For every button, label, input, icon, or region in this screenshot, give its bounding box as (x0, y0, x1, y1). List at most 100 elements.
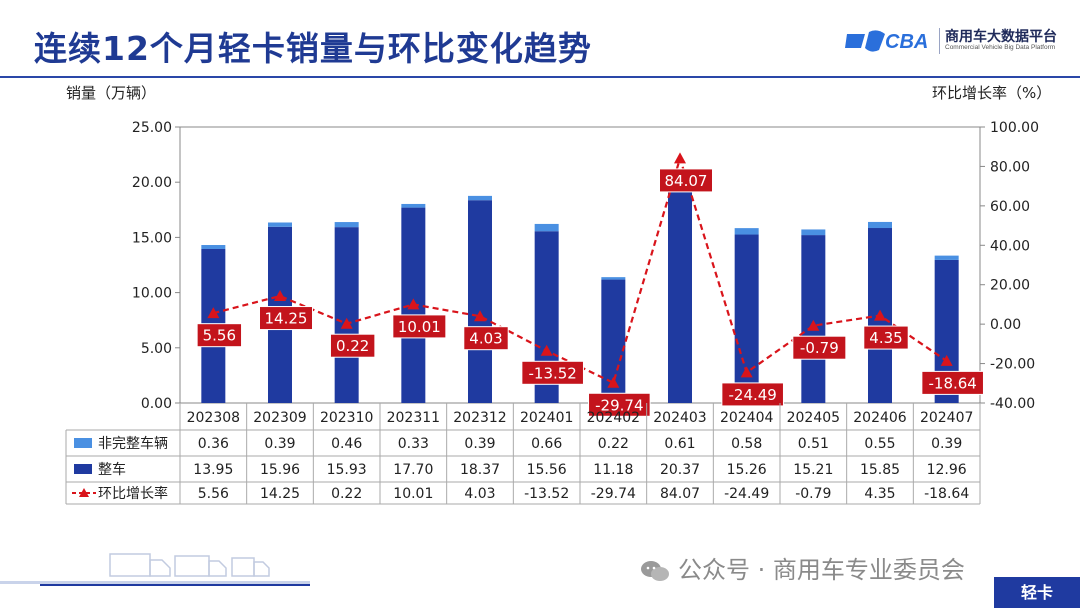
table-cell: 15.96 (260, 462, 300, 478)
x-tick-label: 202309 (253, 410, 306, 426)
growth-rate-point (740, 366, 753, 378)
table-cell: 0.22 (331, 486, 362, 502)
bar-zhengche (468, 200, 492, 403)
growth-rate-label: 0.22 (336, 337, 369, 355)
growth-rate-label: 10.01 (398, 318, 441, 336)
table-cell: 0.55 (864, 436, 895, 452)
y2-tick-label: 40.00 (990, 238, 1030, 254)
legend-series-name: 非完整车辆 (98, 435, 168, 452)
table-cell: 18.37 (460, 462, 500, 478)
watermark-text: 公众号 · 商用车专业委员会 (678, 556, 965, 584)
growth-rate-label: 4.03 (469, 330, 502, 348)
growth-rate-label-box (921, 370, 984, 395)
table-cell: 0.66 (531, 436, 562, 452)
table-cell: 0.22 (598, 436, 629, 452)
growth-rate-label: -18.64 (928, 374, 976, 392)
growth-rate-label-box (196, 323, 243, 348)
growth-rate-point (207, 307, 220, 319)
legend-series-name: 整车 (98, 461, 126, 478)
y-tick-label: 5.00 (141, 341, 172, 357)
table-cell: 0.39 (931, 436, 962, 452)
bar-feiwanzheng (801, 229, 826, 236)
y-tick-label: 10.00 (132, 286, 172, 302)
y-tick-label: 20.00 (132, 175, 172, 191)
growth-rate-label-box (659, 168, 713, 193)
table-cell: -13.52 (524, 486, 569, 502)
table-cell: 0.39 (464, 436, 495, 452)
growth-rate-label: 14.25 (265, 310, 308, 328)
growth-rate-point (474, 310, 486, 322)
page-title: 连续12个月轻卡销量与环比变化趋势 (34, 29, 592, 68)
growth-rate-label: 84.07 (665, 172, 708, 190)
bar-zhengche (668, 178, 692, 403)
table-cell: 11.18 (593, 462, 633, 478)
x-tick-label: 202404 (720, 410, 774, 426)
growth-rate-label: -0.79 (800, 339, 839, 357)
wechat-watermark: 公众号 · 商用车专业委员会 (640, 550, 965, 585)
x-tick-label: 202310 (320, 410, 373, 426)
growth-rate-label-box (521, 360, 584, 385)
table-cell: -24.49 (724, 486, 769, 502)
y2-tick-label: -20.00 (990, 357, 1035, 373)
bar-feiwanzheng (734, 228, 759, 235)
logo-text-en: Commercial Vehicle Big Data Platform (945, 44, 1056, 51)
x-tick-label: 202401 (520, 410, 573, 426)
bar-feiwanzheng (868, 221, 892, 229)
x-tick-label: 202405 (787, 410, 840, 426)
table-cell: -29.74 (591, 486, 636, 502)
svg-text:CBA: CBA (885, 31, 928, 53)
table-cell: 13.95 (193, 462, 233, 478)
bar-zhengche (734, 234, 759, 403)
table-cell: 15.93 (327, 462, 367, 478)
table-cell: 15.56 (527, 462, 567, 478)
logo-separator (939, 28, 940, 54)
table-cell: 0.46 (331, 436, 362, 452)
table-cell: 20.37 (660, 462, 700, 478)
y2-tick-label: 20.00 (990, 278, 1030, 294)
truck-decoration (0, 553, 310, 586)
table-cell: -0.79 (795, 486, 831, 502)
growth-rate-point (407, 298, 420, 310)
bar-feiwanzheng (534, 223, 559, 232)
bar-feiwanzheng (468, 195, 492, 201)
table-cell: 4.35 (864, 486, 895, 502)
y-axis-label: 销量（万辆） (66, 84, 157, 102)
title-divider (0, 76, 1080, 78)
growth-rate-label: -24.49 (728, 386, 776, 404)
growth-rate-point (340, 317, 353, 329)
table-cell: 0.61 (664, 436, 695, 452)
bar-feiwanzheng (334, 222, 359, 228)
growth-rate-point (874, 309, 886, 321)
growth-rate-point (807, 319, 820, 331)
y2-tick-label: 100.00 (990, 120, 1039, 136)
table-cell: 5.56 (198, 486, 229, 502)
table-cell: 17.70 (393, 462, 433, 478)
y2-tick-label: 0.00 (990, 317, 1021, 333)
growth-rate-label-box (329, 333, 376, 358)
growth-rate-label: -13.52 (528, 364, 576, 382)
growth-rate-label-box (721, 382, 784, 407)
cvbd-logo-icon: CBA (845, 30, 928, 53)
bar-feiwanzheng (934, 255, 959, 260)
x-tick-label: 202407 (920, 410, 973, 426)
bar-zhengche (801, 235, 826, 403)
x-tick-label: 202406 (853, 410, 907, 426)
growth-rate-point (274, 290, 286, 302)
growth-rate-point (540, 344, 553, 356)
growth-rate-label-box (863, 325, 909, 350)
table-cell: 0.51 (798, 436, 829, 452)
x-tick-label: 202402 (587, 410, 640, 426)
bar-feiwanzheng (268, 222, 292, 227)
y2-tick-label: 80.00 (990, 159, 1030, 175)
table-cell: -18.64 (924, 486, 969, 502)
table-cell: 0.58 (731, 436, 762, 452)
table-cell: 12.96 (927, 462, 967, 478)
y-tick-label: 0.00 (141, 396, 172, 412)
table-cell: 4.03 (464, 486, 495, 502)
table-cell: 10.01 (393, 486, 433, 502)
legend-key-swatch (74, 438, 92, 448)
growth-rate-point (607, 376, 620, 388)
x-tick-label: 202311 (387, 410, 440, 426)
table-cell: 0.36 (198, 436, 229, 452)
